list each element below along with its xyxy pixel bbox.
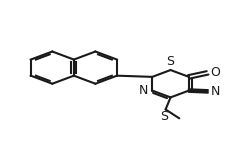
Text: S: S (160, 110, 168, 123)
Text: N: N (138, 84, 148, 97)
Text: O: O (211, 66, 220, 79)
Text: S: S (167, 55, 175, 68)
Text: N: N (211, 85, 220, 98)
